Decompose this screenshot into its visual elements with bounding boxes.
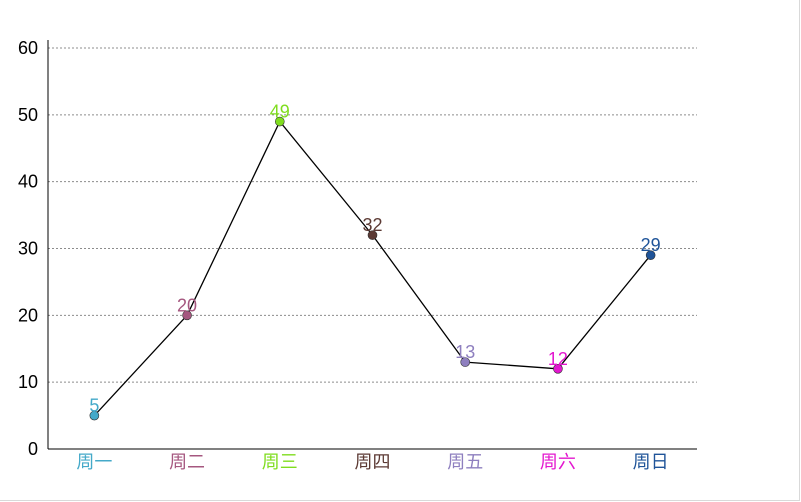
y-tick-label-30: 30 — [18, 239, 38, 259]
data-point-4[interactable] — [367, 230, 378, 240]
data-point-1[interactable] — [89, 410, 100, 421]
x-tick-label-3: 周三 — [262, 452, 298, 473]
data-point-6[interactable] — [553, 363, 563, 374]
data-point-5[interactable] — [460, 357, 471, 367]
x-tick-label-6: 周六 — [540, 452, 576, 473]
data-label-3: 49 — [270, 102, 290, 122]
data-points — [89, 116, 656, 421]
y-tick-label-10: 10 — [18, 372, 38, 392]
y-tick-label-0: 0 — [28, 439, 38, 459]
y-tick-label-50: 50 — [18, 105, 38, 125]
data-label-6: 12 — [548, 349, 568, 369]
series-line — [93, 120, 652, 417]
data-label-1: 5 — [89, 396, 99, 416]
data-labels: 5 20 49 32 13 12 29 — [89, 102, 660, 416]
y-tick-label-60: 60 — [18, 38, 38, 58]
y-tick-label-20: 20 — [18, 305, 38, 325]
x-tick-label-7: 周日 — [633, 452, 669, 473]
series-line-layer — [93, 120, 652, 417]
x-tick-label-2: 周二 — [169, 452, 205, 473]
data-label-4: 32 — [362, 215, 382, 235]
data-label-2: 20 — [177, 295, 197, 315]
x-tick-label-4: 周四 — [355, 452, 391, 473]
data-label-7: 29 — [641, 235, 661, 255]
data-point-7[interactable] — [645, 250, 656, 260]
x-tick-label-5: 周五 — [447, 452, 483, 473]
y-tick-label-40: 40 — [18, 172, 38, 192]
data-point-2[interactable] — [182, 310, 192, 321]
y-tick-labels: 0 10 20 30 40 50 60 — [18, 38, 38, 459]
grid-layer — [48, 47, 697, 383]
x-tick-label-1: 周一 — [76, 452, 112, 473]
axis-layer — [47, 40, 697, 450]
data-label-5: 13 — [455, 342, 475, 362]
data-point-3[interactable] — [274, 116, 285, 127]
x-tick-labels: 周一 周二 周三 周四 周五 周六 周日 — [76, 452, 668, 473]
